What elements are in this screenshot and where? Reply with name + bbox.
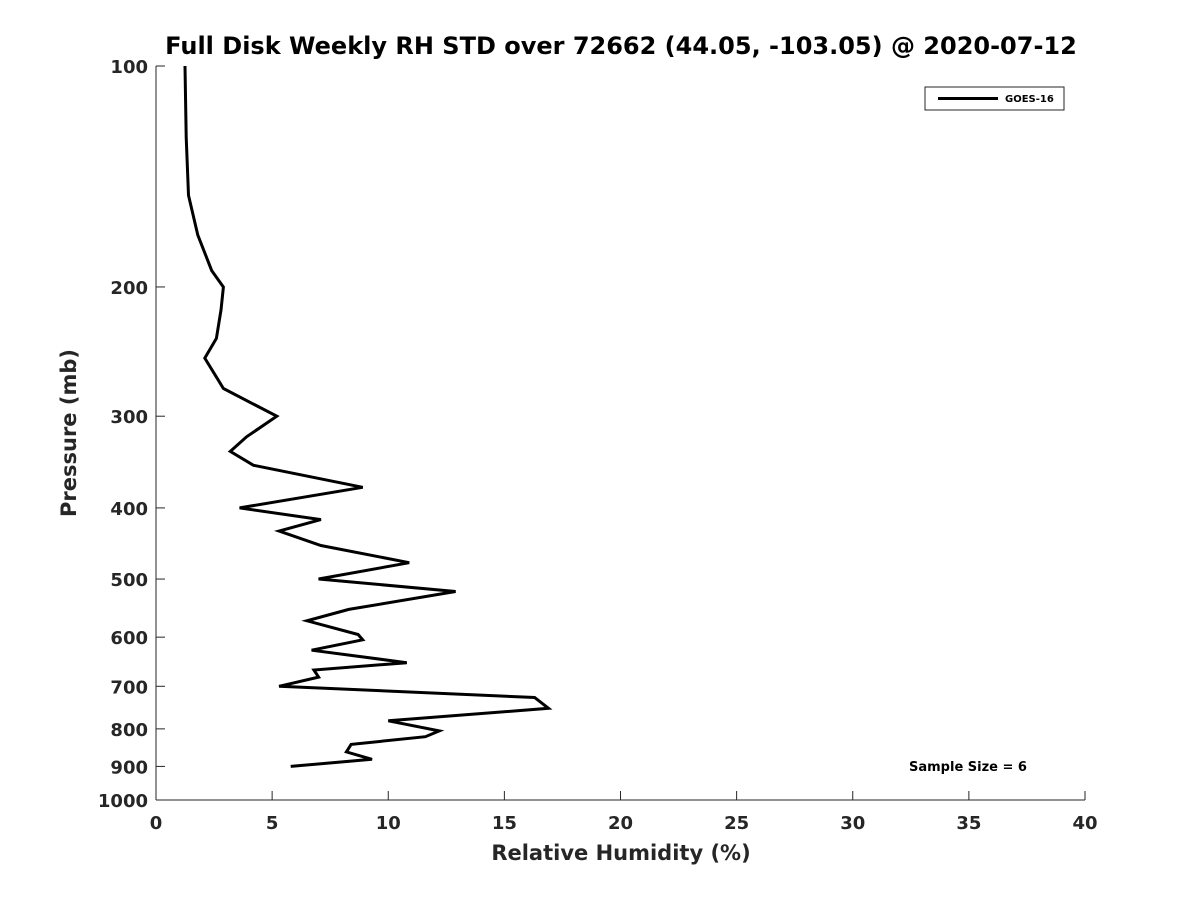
y-tick-label: 600 bbox=[110, 628, 148, 649]
series-line-goes-16 bbox=[183, 65, 553, 768]
y-tick-label: 200 bbox=[110, 278, 148, 299]
y-tick-label: 100 bbox=[110, 57, 148, 78]
y-axis-label: Pressure (mb) bbox=[57, 349, 81, 517]
x-tick-label: 30 bbox=[840, 813, 865, 834]
y-tick-label: 300 bbox=[110, 407, 148, 428]
x-tick-label: 0 bbox=[150, 813, 163, 834]
y-tick-label: 500 bbox=[110, 570, 148, 591]
y-tick-label: 900 bbox=[110, 757, 148, 778]
x-tick-label: 5 bbox=[266, 813, 279, 834]
series-layer bbox=[183, 65, 553, 768]
legend: GOES-16 bbox=[924, 86, 1065, 111]
x-tick-label: 15 bbox=[492, 813, 517, 834]
x-axis-label: Relative Humidity (%) bbox=[491, 841, 750, 865]
x-ticks: 0 5 10 15 20 25 30 35 40 bbox=[150, 791, 1098, 834]
x-tick-label: 25 bbox=[724, 813, 749, 834]
y-tick-label: 1000 bbox=[98, 791, 148, 812]
x-tick-label: 20 bbox=[608, 813, 633, 834]
y-ticks: 100 200 300 400 500 600 700 800 900 1000 bbox=[98, 57, 165, 812]
y-tick-label: 700 bbox=[110, 677, 148, 698]
y-tick-label: 400 bbox=[110, 499, 148, 520]
x-tick-label: 35 bbox=[956, 813, 981, 834]
sample-size-annotation: Sample Size = 6 bbox=[909, 760, 1027, 775]
y-tick-label: 800 bbox=[110, 720, 148, 741]
chart-title: Full Disk Weekly RH STD over 72662 (44.0… bbox=[165, 32, 1077, 60]
x-tick-label: 10 bbox=[376, 813, 401, 834]
legend-label-goes-16: GOES-16 bbox=[1005, 94, 1054, 105]
x-tick-label: 40 bbox=[1072, 813, 1097, 834]
